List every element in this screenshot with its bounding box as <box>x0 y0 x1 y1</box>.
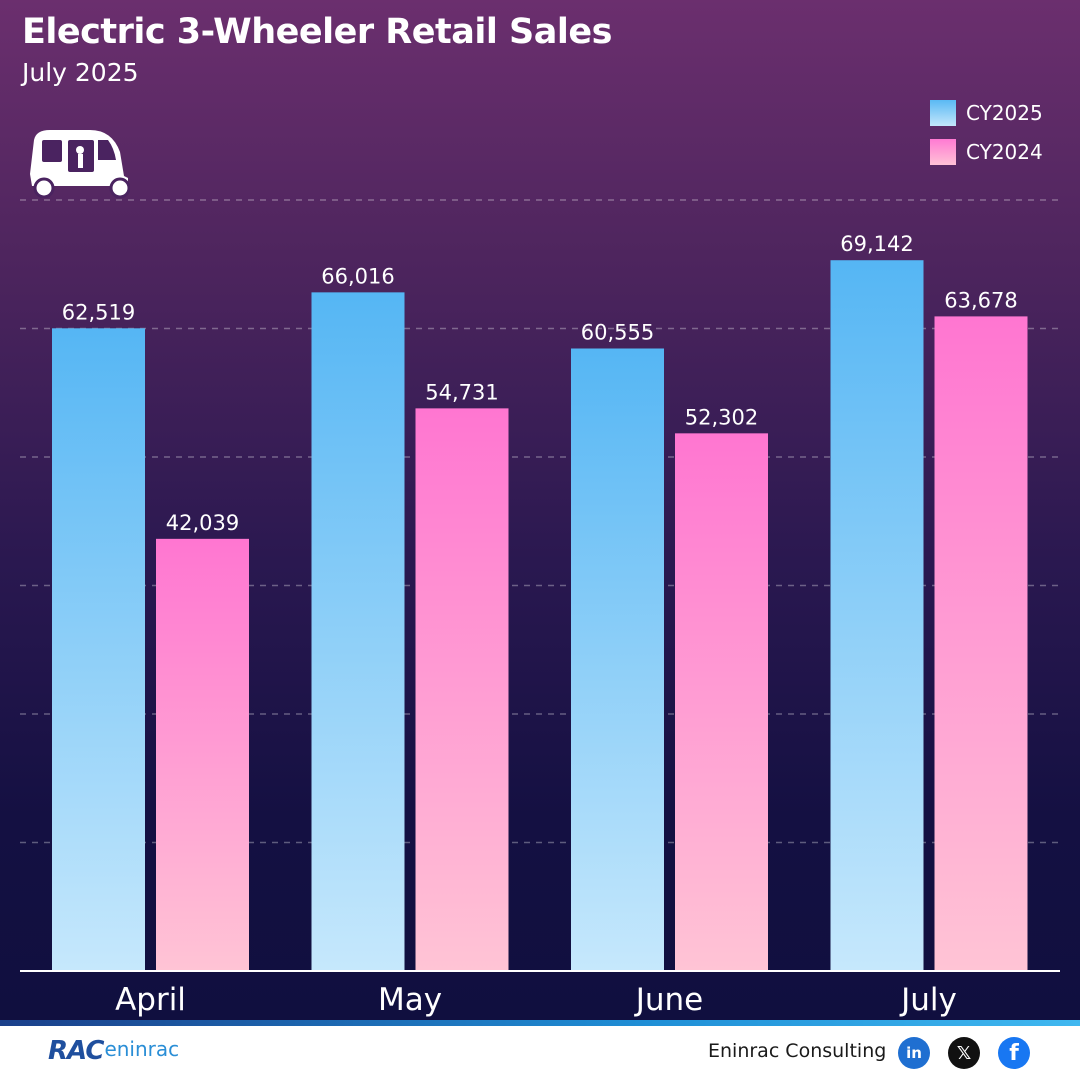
bar-chart: 62,519 42,039 66,016 54,731 60,555 52,302 69,1… <box>20 232 1060 1018</box>
chart-legend: CY2025 CY2024 <box>930 100 1043 178</box>
bar-cy2024-july <box>934 316 1028 972</box>
x-tick-label-june: June <box>634 982 704 1018</box>
value-label-cy2025-may: 66,016 <box>321 264 394 288</box>
footer-divider <box>0 1020 1080 1026</box>
x-icon[interactable]: 𝕏 <box>948 1037 980 1069</box>
legend-swatch-cy2024 <box>930 139 956 165</box>
bar-cy2024-june <box>675 433 768 971</box>
eninrac-logo: RAC eninrac <box>48 1036 179 1066</box>
logo-mark: RAC <box>48 1036 104 1066</box>
bar-cy2025-may <box>311 292 405 971</box>
x-tick-label-may: May <box>378 982 442 1018</box>
value-label-cy2025-april: 62,519 <box>62 300 135 324</box>
company-name: Eninrac Consulting <box>708 1040 887 1062</box>
legend-label-cy2025: CY2025 <box>966 101 1043 125</box>
legend-label-cy2024: CY2024 <box>966 140 1043 164</box>
bar-cy2025-july <box>830 260 924 972</box>
bar-cy2024-may <box>415 408 509 971</box>
value-label-cy2024-april: 42,039 <box>166 511 239 535</box>
chart-title: Electric 3-Wheeler Retail Sales <box>22 12 612 52</box>
value-label-cy2024-june: 52,302 <box>685 405 758 429</box>
logo-wordmark: eninrac <box>104 1037 180 1061</box>
x-tick-label-april: April <box>115 982 186 1018</box>
chart-subtitle: July 2025 <box>22 58 139 87</box>
auto-rickshaw-icon <box>30 130 130 198</box>
value-label-cy2025-july: 69,142 <box>840 232 913 256</box>
linkedin-icon[interactable]: in <box>898 1037 930 1069</box>
legend-swatch-cy2025 <box>930 100 956 126</box>
x-axis: April May June July <box>20 970 1060 1018</box>
bar-cy2024-april <box>156 538 249 971</box>
x-tick-label-july: July <box>899 982 957 1018</box>
legend-item-cy2024: CY2024 <box>930 139 1043 165</box>
legend-item-cy2025: CY2025 <box>930 100 1043 126</box>
value-label-cy2024-july: 63,678 <box>944 288 1017 312</box>
facebook-icon[interactable]: f <box>998 1037 1030 1069</box>
bar-cy2025-april <box>52 328 145 971</box>
value-label-cy2024-may: 54,731 <box>425 380 498 404</box>
bars <box>52 260 1028 972</box>
value-labels: 62,519 42,039 66,016 54,731 60,555 52,302 69,1… <box>62 232 1018 535</box>
bar-cy2025-june <box>571 348 664 971</box>
footer: RAC eninrac Eninrac Consulting in 𝕏 f <box>0 1026 1080 1080</box>
value-label-cy2025-june: 60,555 <box>581 320 654 344</box>
